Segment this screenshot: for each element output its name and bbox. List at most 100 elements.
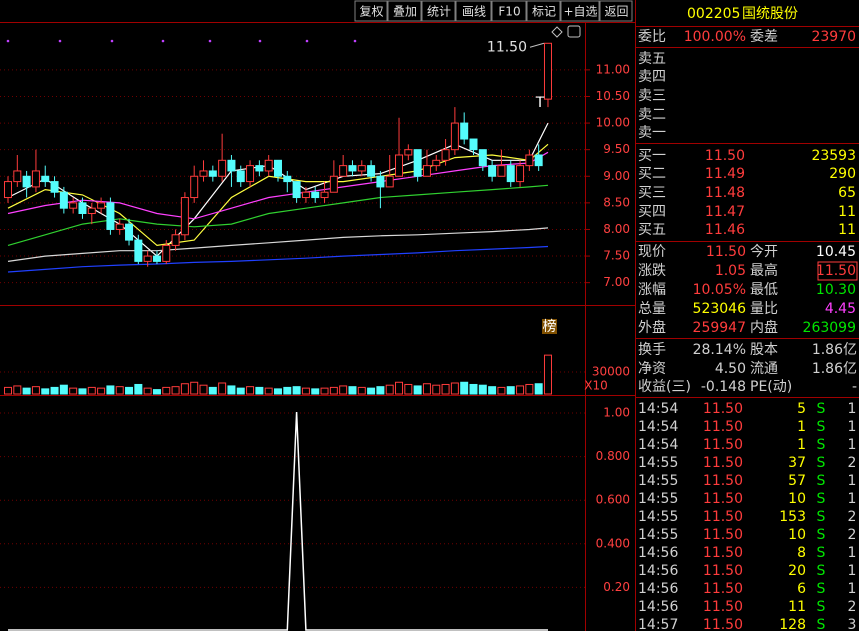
stat-value: 11.50 xyxy=(816,263,856,279)
finance-label: 流通 xyxy=(750,361,778,377)
volume-bar xyxy=(255,386,264,395)
ask-label: 卖一 xyxy=(638,125,666,141)
toolbar-label[interactable]: 画线 xyxy=(462,5,486,19)
toolbar-button[interactable] xyxy=(354,0,388,22)
trade-price: 11.50 xyxy=(703,437,743,453)
ask-label: 卖四 xyxy=(638,69,666,85)
toolbar-label[interactable]: 复权 xyxy=(359,5,383,19)
stat-value: 523046 xyxy=(693,301,747,317)
volume-bar xyxy=(87,386,96,395)
volume-bar xyxy=(339,385,348,395)
finance-value: 1.86亿 xyxy=(812,342,857,358)
bid-price: 11.50 xyxy=(705,148,745,164)
volume-bar xyxy=(441,383,450,395)
trade-side: S xyxy=(817,599,826,615)
candle-body xyxy=(97,202,106,209)
volume-bar xyxy=(50,386,59,395)
y-tick-label: 0.600 xyxy=(596,493,630,507)
trade-price: 11.50 xyxy=(703,401,743,417)
volume-bar xyxy=(488,386,497,395)
stat-label: 涨跌 xyxy=(638,263,666,279)
stat-value: 263099 xyxy=(803,320,856,336)
volume-bar xyxy=(395,381,404,395)
toolbar-label[interactable]: +自选 xyxy=(563,5,597,19)
volume-bar xyxy=(357,386,366,395)
trade-side: S xyxy=(817,491,826,507)
volume-bar xyxy=(69,387,78,395)
candle-body xyxy=(292,181,301,199)
volume-bar xyxy=(115,386,124,395)
ask-label: 卖五 xyxy=(638,51,666,67)
candle-body xyxy=(534,154,543,167)
finance-value: 28.14% xyxy=(693,342,746,358)
stat-value: 4.45 xyxy=(825,301,856,317)
candle-body xyxy=(69,202,78,209)
toolbar-label[interactable]: 统计 xyxy=(427,5,451,19)
annotation-arrow xyxy=(529,42,545,48)
volume-bar xyxy=(97,387,106,395)
toolbar-button[interactable] xyxy=(526,0,561,22)
toolbar-label[interactable]: 标记 xyxy=(532,5,556,19)
toolbar-label[interactable]: 返回 xyxy=(604,5,628,19)
bid-price: 11.47 xyxy=(705,204,745,220)
volume-bar xyxy=(171,386,180,395)
candle-body xyxy=(422,165,431,177)
trade-price: 11.50 xyxy=(703,455,743,471)
y-tick-label: 10.00 xyxy=(596,116,630,130)
volume-scale: X10 xyxy=(584,379,608,393)
trade-time: 14:56 xyxy=(638,599,678,615)
volume-bar xyxy=(367,387,376,395)
bid-volume: 65 xyxy=(838,185,856,201)
trade-count: 1 xyxy=(848,581,857,597)
candle-body xyxy=(320,191,329,199)
candle-body xyxy=(385,175,394,188)
toolbar-label[interactable]: 叠加 xyxy=(393,5,417,19)
candle-body xyxy=(246,165,255,183)
badge-bg xyxy=(542,319,557,334)
candle-body xyxy=(395,154,404,177)
trade-count: 1 xyxy=(848,491,857,507)
volume-bar xyxy=(246,386,255,395)
candle-body xyxy=(41,175,50,183)
volume-bar xyxy=(264,387,273,395)
bid-label: 买一 xyxy=(638,148,666,164)
volume-bar xyxy=(143,387,152,395)
candle-body xyxy=(125,223,134,241)
y-tick-label: 0.400 xyxy=(596,536,630,550)
toolbar-button[interactable] xyxy=(421,0,456,22)
volume-bar xyxy=(180,383,189,395)
trade-time: 14:55 xyxy=(638,491,678,507)
candle-body xyxy=(413,149,422,177)
candle-body xyxy=(87,207,96,215)
volume-bar xyxy=(273,388,282,395)
y-tick-label: 0.800 xyxy=(596,449,630,463)
stat-value: 10.45 xyxy=(816,244,856,260)
candle-body xyxy=(301,191,310,199)
toolbar-label[interactable]: F10 xyxy=(498,5,520,19)
trade-price: 11.50 xyxy=(703,599,743,615)
high-box xyxy=(817,261,858,281)
toolbar-button[interactable] xyxy=(491,0,527,22)
trade-volume: 153 xyxy=(779,509,806,525)
bid-volume: 11 xyxy=(838,222,856,238)
volume-bar xyxy=(106,385,115,395)
toolbar-button[interactable] xyxy=(560,0,600,22)
volume-bar xyxy=(413,385,422,395)
badge[interactable]: 榜 xyxy=(543,318,557,335)
candle-body xyxy=(255,165,264,172)
ask-label: 卖三 xyxy=(638,88,666,104)
toolbar-button[interactable] xyxy=(455,0,492,22)
volume-bar xyxy=(376,386,385,395)
trade-count: 1 xyxy=(848,401,857,417)
volume-bar xyxy=(227,385,236,395)
y-tick-label: 1.00 xyxy=(603,406,630,420)
stock-code: 002205 xyxy=(687,6,740,22)
toolbar-button[interactable] xyxy=(387,0,422,22)
trade-count: 2 xyxy=(848,455,857,471)
window-icons[interactable] xyxy=(551,25,581,38)
candle-body xyxy=(152,255,161,262)
toolbar-button[interactable] xyxy=(599,0,633,22)
trade-side: S xyxy=(817,563,826,579)
volume-bar xyxy=(348,386,357,395)
